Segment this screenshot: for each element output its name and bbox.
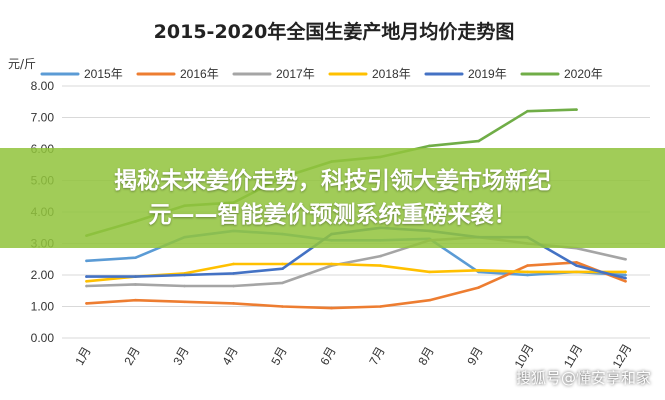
data-point [575,264,578,267]
data-point [624,276,627,280]
data-point [428,298,431,302]
data-point [575,270,578,274]
data-point [183,273,186,277]
legend-label: 2020年 [564,67,603,81]
y-tick-label: 2.00 [31,268,55,282]
legend-item: 2020年 [520,67,603,81]
x-tick-label: 3月 [170,344,191,367]
headline-line-1: 揭秘未来姜价走势，科技引领大姜市场新纪 [114,168,551,194]
data-point [428,270,431,274]
x-tick-label: 5月 [268,344,289,367]
data-point [477,268,480,272]
legend-item: 2018年 [328,67,411,81]
data-point [526,109,529,113]
data-point [281,305,284,308]
data-point [575,261,578,264]
data-point [624,257,627,261]
data-point [134,256,137,259]
data-point [85,280,88,283]
data-point [526,270,529,274]
legend-item: 2017年 [232,67,315,81]
data-point [575,108,578,111]
x-tick-label: 2月 [121,344,142,367]
x-tick-label: 11月 [561,342,585,370]
data-point [281,262,284,266]
legend-label: 2016年 [180,67,219,81]
data-point [379,254,382,258]
data-point [232,262,235,266]
legend-item: 2019年 [424,67,507,81]
legend-label: 2017年 [276,67,315,81]
x-tick-label: 9月 [464,344,485,367]
data-point [85,275,88,278]
data-point [85,259,88,263]
data-point [85,302,88,305]
legend-label: 2018年 [372,67,411,81]
x-tick-label: 7月 [366,344,387,367]
series-line [85,261,627,310]
data-point [134,275,137,278]
data-point [624,270,627,274]
chart-title: 2015-2020年全国生姜产地月均价走势图 [154,20,515,43]
series-2018年 [85,262,627,283]
data-point [183,300,186,304]
data-point [85,284,88,288]
legend-label: 2015年 [84,67,123,81]
x-tick-label: 8月 [415,344,436,367]
data-point [526,273,529,277]
legend-item: 2015年 [40,67,123,81]
watermark-text: 搜狐号@懂安享和家 [515,369,651,387]
data-point [624,280,627,283]
data-point [379,305,382,308]
data-point [330,262,333,266]
headline-line-2: 元——智能姜价预测系统重磅来袭！ [148,202,517,228]
y-axis-unit-label: 元/斤 [8,57,36,71]
legend-item: 2016年 [136,67,219,81]
data-point [330,306,333,310]
data-point [428,144,431,148]
x-tick-label: 4月 [219,344,240,367]
data-point [477,139,480,143]
data-point [281,281,284,285]
series-line [85,262,627,283]
data-point [526,264,529,267]
data-point [232,284,235,288]
x-tick-label: 1月 [72,344,93,367]
data-point [232,272,235,275]
data-point [477,286,480,289]
data-point [379,264,382,267]
legend: 2015年 2016年 2017年 2018年 2019年 2020年 [40,67,603,81]
data-point [232,302,235,305]
headline-banner: 揭秘未来姜价走势，科技引领大姜市场新纪 元——智能姜价预测系统重磅来袭！ [0,148,665,248]
legend-label: 2019年 [468,67,507,81]
data-point [134,298,137,302]
data-point [624,273,627,277]
y-tick-label: 0.00 [31,331,55,345]
y-tick-label: 7.00 [31,111,55,125]
data-point [281,267,284,271]
y-tick-label: 1.00 [31,300,55,314]
data-point [134,283,137,286]
x-tick-label: 6月 [317,344,338,367]
data-point [183,284,186,288]
series-2016年 [85,261,627,310]
y-tick-label: 8.00 [31,79,55,93]
